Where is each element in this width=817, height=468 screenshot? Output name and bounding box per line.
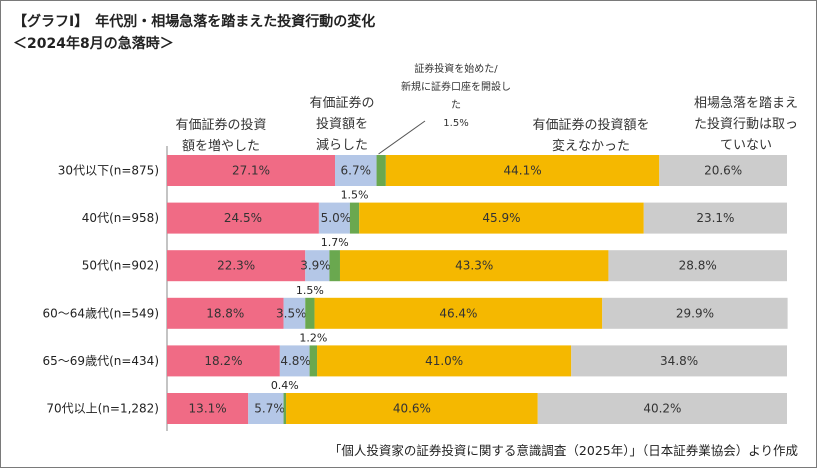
bar-segment — [305, 297, 315, 329]
data-label: 3.9% — [300, 259, 331, 273]
header-increase: 有価証券の投資 額を増やした — [175, 118, 267, 154]
bar-segment — [659, 155, 787, 186]
bar-segment — [608, 250, 787, 282]
data-label: 43.3% — [455, 259, 493, 273]
category-label: 65～69歳代(n=434) — [43, 354, 159, 368]
header-decrease: 有価証券の 投資額を 減らした — [309, 96, 375, 153]
bar-segment — [359, 202, 644, 234]
header-unchanged: 有価証券の投資額を 変えなかった — [532, 118, 650, 154]
bar-segment — [329, 250, 340, 282]
bar-segment — [309, 345, 318, 377]
data-label: 40.6% — [393, 402, 431, 416]
bar-segment — [286, 393, 538, 424]
bar-segment — [167, 393, 249, 424]
chart-title: 【グラフI】 年代別・相場急落を踏まえた投資行動の変化 — [13, 14, 376, 30]
data-label: 44.1% — [504, 164, 542, 178]
category-label: 30代以下(n=875) — [58, 164, 159, 178]
bar-segment — [167, 155, 336, 186]
data-label: 24.5% — [224, 211, 262, 225]
note-leader-line — [378, 120, 426, 155]
data-label: 4.8% — [280, 354, 311, 368]
data-label: 5.7% — [254, 402, 285, 416]
data-label-small: 1.5% — [296, 284, 324, 297]
bar-segment — [167, 250, 306, 282]
bar-segment — [349, 202, 360, 234]
header-none: 相場急落を踏まえ た投資行動は取っ ていない — [693, 96, 798, 153]
category-label: 40代(n=958) — [82, 211, 159, 225]
data-label: 23.1% — [696, 211, 734, 225]
data-label-small: 1.2% — [299, 331, 327, 344]
source-note: 「個人投資家の証券投資に関する意識調査（2025年）」（日本証券業協会）より作成 — [328, 443, 798, 458]
data-label: 40.2% — [643, 402, 681, 416]
data-label: 22.3% — [217, 259, 255, 273]
data-label-small: 1.5% — [341, 189, 369, 202]
bar-segment — [248, 393, 284, 424]
data-label: 41.0% — [425, 354, 463, 368]
data-label-small: 0.4% — [271, 379, 299, 392]
category-label: 60～64歳代(n=549) — [43, 306, 159, 320]
data-label: 27.1% — [232, 164, 270, 178]
bar-segment — [643, 202, 787, 234]
bar-segment — [339, 250, 609, 282]
bar-segment — [602, 297, 788, 329]
bar-segment — [571, 345, 787, 377]
bar-segment — [167, 202, 319, 234]
chart-subtitle: ＜2024年8月の急落時＞ — [13, 36, 174, 52]
bar-segment — [167, 345, 280, 377]
data-label: 29.9% — [676, 306, 714, 320]
data-label: 18.8% — [206, 306, 244, 320]
bar-segment — [314, 297, 603, 329]
category-label: 50代(n=902) — [82, 259, 159, 273]
category-label: 70代以上(n=1,282) — [46, 402, 159, 416]
data-label: 20.6% — [704, 164, 742, 178]
bar-segment — [376, 155, 386, 186]
data-label: 18.2% — [204, 354, 242, 368]
data-label: 3.5% — [276, 306, 307, 320]
data-label: 34.8% — [660, 354, 698, 368]
bar-segment — [335, 155, 377, 186]
bar-segment — [279, 345, 310, 377]
data-label: 45.9% — [482, 211, 520, 225]
data-label: 28.8% — [679, 259, 717, 273]
bar-segment — [283, 297, 306, 329]
bar-segment — [167, 297, 284, 329]
data-label-small: 1.7% — [321, 236, 349, 249]
header-started-note: 証券投資を始めた/ 新規に証券口座を開設し た 1.5% — [401, 64, 511, 129]
bar-segment — [317, 345, 572, 377]
bar-segment — [305, 250, 330, 282]
bar-segment — [318, 202, 350, 234]
bar-segment — [283, 393, 287, 424]
bar-segment — [537, 393, 787, 424]
data-label: 5.0% — [321, 211, 352, 225]
bar-segment — [385, 155, 660, 186]
data-label: 13.1% — [189, 402, 227, 416]
data-label: 46.4% — [439, 306, 477, 320]
data-label: 6.7% — [341, 164, 372, 178]
